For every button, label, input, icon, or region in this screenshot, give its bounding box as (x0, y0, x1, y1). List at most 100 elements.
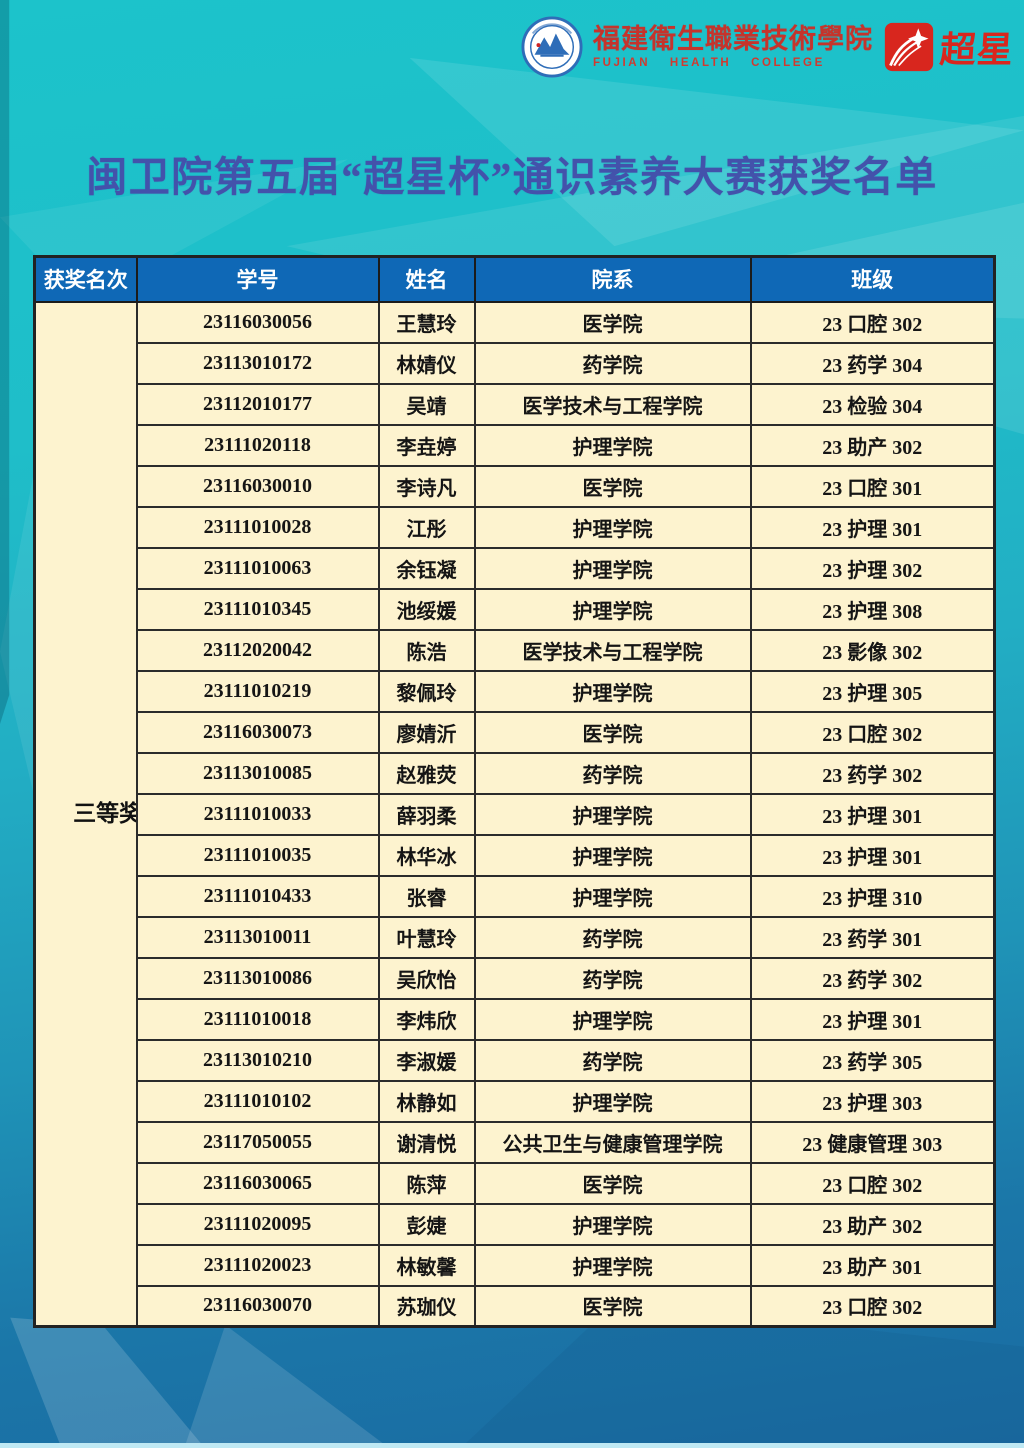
cell-class: 23 口腔 302 (749, 710, 996, 754)
cell-name: 林静如 (377, 1079, 476, 1123)
cell-name: 陈萍 (377, 1161, 476, 1205)
cell-student-id: 23113010172 (135, 341, 380, 385)
cell-student-id: 23111010063 (135, 546, 380, 590)
table-row: 23111010063 余钰凝 护理学院 23 护理 302 (35, 546, 996, 590)
cell-name: 池绥媛 (377, 587, 476, 631)
cell-student-id: 23111020095 (135, 1202, 380, 1246)
table-row: 23116030073 廖婧沂 医学院 23 口腔 302 (35, 710, 996, 754)
cell-class: 23 健康管理 303 (749, 1120, 996, 1164)
table-row: 23111010433 张睿 护理学院 23 护理 310 (35, 874, 996, 918)
chaoxing-wordmark: 超星 (938, 30, 1016, 70)
award-rank-label: 三等奖 (73, 800, 137, 826)
cell-class: 23 药学 301 (749, 915, 996, 959)
cell-student-id: 23111010219 (135, 669, 380, 713)
cell-name: 彭婕 (377, 1202, 476, 1246)
cell-student-id: 23117050055 (135, 1120, 380, 1164)
table-row: 三等奖 23116030056 王慧玲 医学院 23 口腔 302 (33, 300, 996, 1328)
table-row: 23111010028 江彤 护理学院 23 护理 301 (35, 505, 996, 549)
cell-class: 23 护理 303 (749, 1079, 996, 1123)
cell-class: 23 护理 310 (749, 874, 996, 918)
table-row: 23111010102 林静如 护理学院 23 护理 303 (35, 1079, 996, 1123)
cell-department: 护理学院 (473, 546, 752, 590)
column-header: 班级 (749, 255, 996, 303)
cell-name: 李诗凡 (377, 464, 476, 508)
cell-class: 23 助产 302 (749, 423, 996, 467)
cell-name: 陈浩 (377, 628, 476, 672)
cell-department: 医学院 (473, 710, 752, 754)
table-row: 23111010018 李炜欣 护理学院 23 护理 301 (35, 997, 996, 1041)
cell-department: 医学院 (473, 1284, 752, 1328)
award-table: 获奖名次 学号 姓名 院系 班级 三等奖 23116030056 王慧玲 医学院 23 口腔 3… (33, 255, 996, 1328)
cell-student-id: 23113010210 (135, 1038, 380, 1082)
cell-department: 护理学院 (473, 833, 752, 877)
cell-name: 林婧仪 (377, 341, 476, 385)
cell-student-id: 23111010028 (135, 505, 380, 549)
cell-department: 护理学院 (473, 587, 752, 631)
cell-class: 23 药学 305 (749, 1038, 996, 1082)
cell-department: 医学院 (473, 300, 752, 344)
cell-name: 叶慧玲 (377, 915, 476, 959)
cell-class: 23 药学 302 (749, 956, 996, 1000)
cell-name: 吴靖 (377, 382, 476, 426)
cell-class: 23 护理 301 (749, 505, 996, 549)
table-row: 23116030010 李诗凡 医学院 23 口腔 301 (35, 464, 996, 508)
cell-department: 药学院 (473, 751, 752, 795)
cell-name: 林华冰 (377, 833, 476, 877)
cell-class: 23 口腔 302 (749, 300, 996, 344)
cell-department: 护理学院 (473, 1243, 752, 1287)
cell-name: 王慧玲 (377, 300, 476, 344)
table-row: 23111010035 林华冰 护理学院 23 护理 301 (35, 833, 996, 877)
cell-department: 药学院 (473, 956, 752, 1000)
cell-student-id: 23111010018 (135, 997, 380, 1041)
cell-department: 药学院 (473, 341, 752, 385)
college-name-zh: 福建衛生職業技術學院 (592, 24, 873, 55)
table-row: 23111010219 黎佩玲 护理学院 23 护理 305 (35, 669, 996, 713)
cell-student-id: 23111010102 (135, 1079, 380, 1123)
cell-name: 李淑媛 (377, 1038, 476, 1082)
cell-student-id: 23116030056 (135, 300, 380, 344)
cell-department: 护理学院 (473, 669, 752, 713)
cell-student-id: 23111020118 (135, 423, 380, 467)
cell-class: 23 护理 301 (749, 792, 996, 836)
partner-logo-group: 超星 (883, 21, 1016, 73)
cell-student-id: 23111010345 (135, 587, 380, 631)
cell-class: 23 口腔 301 (749, 464, 996, 508)
cell-student-id: 23112020042 (135, 628, 380, 672)
column-header: 学号 (135, 255, 380, 303)
cell-class: 23 影像 302 (749, 628, 996, 672)
college-name-block: 福建衛生職業技術學院 FUJIAN HEALTH COLLEGE (592, 24, 873, 69)
table-row: 23113010210 李淑媛 药学院 23 药学 305 (35, 1038, 996, 1082)
cell-class: 23 护理 301 (749, 833, 996, 877)
cell-class: 23 护理 301 (749, 997, 996, 1041)
cell-student-id: 23116030065 (135, 1161, 380, 1205)
table-header-row: 获奖名次 学号 姓名 院系 班级 (33, 255, 996, 303)
cell-department: 医学院 (473, 1161, 752, 1205)
cell-class: 23 助产 301 (749, 1243, 996, 1287)
cell-department: 医学技术与工程学院 (473, 628, 752, 672)
table-row: 23111020095 彭婕 护理学院 23 助产 302 (35, 1202, 996, 1246)
cell-class: 23 口腔 302 (749, 1284, 996, 1328)
cell-department: 护理学院 (473, 874, 752, 918)
cell-student-id: 23113010086 (135, 956, 380, 1000)
table-row: 23113010172 林婧仪 药学院 23 药学 304 (35, 341, 996, 385)
table-row: 23111010033 薛羽柔 护理学院 23 护理 301 (35, 792, 996, 836)
bottom-edge-strip (0, 1443, 1024, 1448)
cell-class: 23 口腔 302 (749, 1161, 996, 1205)
cell-student-id: 23113010085 (135, 751, 380, 795)
table-row: 23112020042 陈浩 医学技术与工程学院 23 影像 302 (35, 628, 996, 672)
cell-department: 护理学院 (473, 792, 752, 836)
column-header: 姓名 (377, 255, 476, 303)
cell-student-id: 23112010177 (135, 382, 380, 426)
cell-name: 黎佩玲 (377, 669, 476, 713)
cell-name: 苏珈仪 (377, 1284, 476, 1328)
header-logo-bar: 福建衛生職業技術學院 FUJIAN HEALTH COLLEGE 超星 (521, 16, 1016, 78)
table-row: 23116030070 苏珈仪 医学院 23 口腔 302 (35, 1284, 996, 1328)
cell-name: 林敏馨 (377, 1243, 476, 1287)
cell-student-id: 23116030073 (135, 710, 380, 754)
cell-department: 护理学院 (473, 1202, 752, 1246)
cell-student-id: 23116030070 (135, 1284, 380, 1328)
award-table-container: 获奖名次 学号 姓名 院系 班级 三等奖 23116030056 王慧玲 医学院 23 口腔 3… (33, 255, 996, 1328)
cell-name: 谢清悦 (377, 1120, 476, 1164)
cell-student-id: 23111010433 (135, 874, 380, 918)
cell-name: 张睿 (377, 874, 476, 918)
